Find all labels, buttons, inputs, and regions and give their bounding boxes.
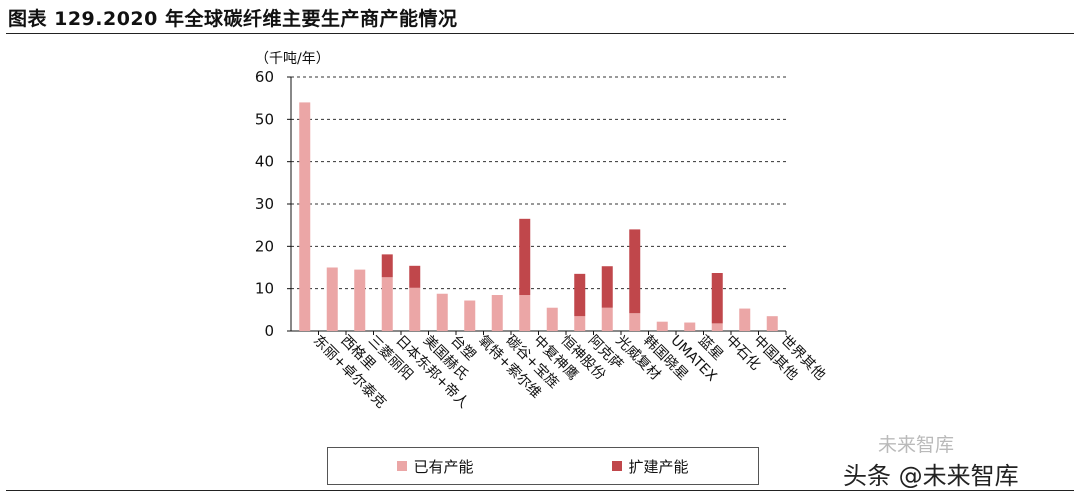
legend-item-expansion: 扩建产能: [612, 456, 689, 477]
bar-expansion: [711, 273, 723, 324]
y-tick-label: 10: [255, 280, 274, 298]
bar-expansion: [519, 218, 531, 296]
figure-title: 图表 129.2020 年全球碳纤维主要生产商产能情况: [8, 8, 458, 30]
bar-existing: [711, 323, 723, 331]
legend-item-existing: 已有产能: [397, 456, 474, 477]
legend-label-existing: 已有产能: [413, 457, 474, 476]
bar-existing: [436, 293, 448, 331]
bar-existing: [656, 321, 668, 331]
bottom-divider: [6, 490, 1074, 491]
bar-existing: [464, 300, 476, 331]
legend-label-expansion: 扩建产能: [628, 457, 689, 476]
bar-expansion: [381, 254, 393, 278]
chart-legend: 已有产能 扩建产能: [327, 447, 759, 485]
watermark-text: 头条 @未来智库: [843, 462, 1019, 490]
legend-swatch-expansion: [612, 461, 623, 471]
bar-expansion: [601, 266, 613, 308]
bar-expansion: [629, 229, 641, 314]
y-tick-label: 40: [255, 153, 274, 171]
bar-expansion: [409, 265, 421, 288]
y-tick-label: 30: [255, 195, 274, 213]
watermark-logo: 未来智库: [878, 434, 955, 456]
legend-swatch-existing: [397, 461, 408, 471]
y-tick-label: 0: [264, 322, 274, 340]
title-divider: [6, 33, 1074, 34]
y-tick-label: 20: [255, 237, 274, 255]
bar-existing: [574, 316, 586, 331]
bar-expansion: [574, 273, 586, 317]
bar-existing: [739, 308, 751, 331]
bar-existing: [381, 277, 393, 331]
bar-existing: [354, 269, 366, 331]
bar-existing: [409, 287, 421, 331]
bar-existing: [326, 267, 338, 331]
bar-existing: [546, 307, 558, 331]
bar-existing: [629, 313, 641, 331]
bar-existing: [491, 295, 503, 331]
bar-existing: [601, 307, 613, 331]
y-tick-label: 60: [255, 68, 274, 86]
y-tick-label: 50: [255, 110, 274, 128]
bar-existing: [519, 295, 531, 331]
bar-existing: [766, 316, 778, 331]
bar-existing: [299, 102, 311, 332]
bar-existing: [684, 322, 696, 331]
y-axis-unit-label: （千吨/年）: [255, 51, 330, 67]
